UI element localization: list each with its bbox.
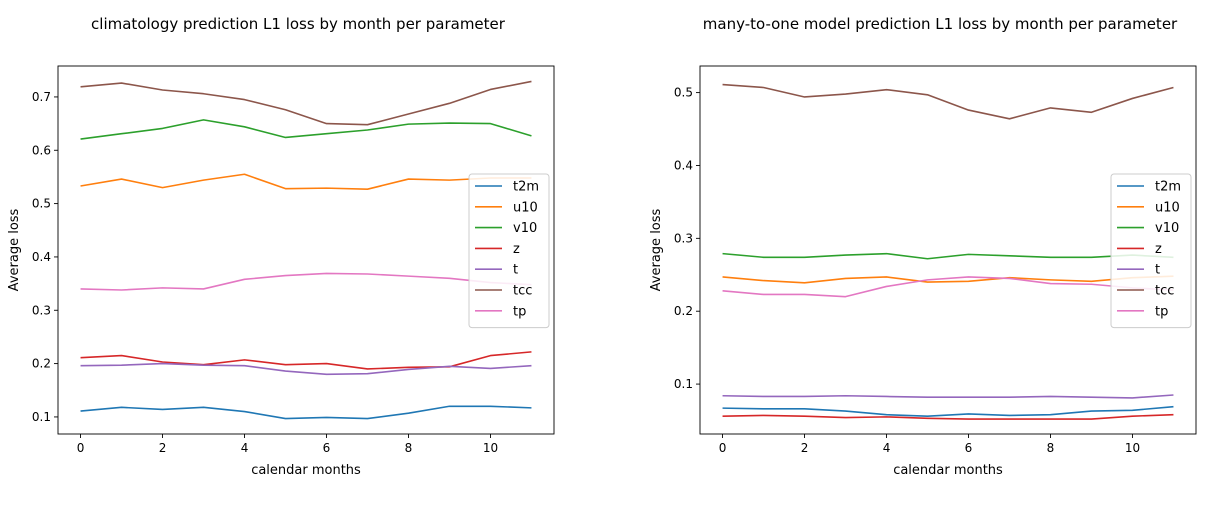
x-tick-label: 2 [159,441,167,455]
legend: t2m u10 v10 zt tcc tp [1110,173,1192,329]
legend-label-z: z [513,242,520,257]
series-line-v10 [80,119,532,140]
y-tick-label: 0.2 [32,357,51,371]
x-tick-label: 6 [323,441,331,455]
series-line-v10 [722,252,1174,260]
legend: t2m u10 v10 zt tcc tp [468,173,550,329]
x-tick-label: 6 [965,441,973,455]
legend-label-t: t [1155,263,1160,278]
x-tick-label: 8 [405,441,413,455]
legend-box [468,173,550,329]
y-tick-label: 0.3 [32,303,51,317]
y-tick-label: 0.5 [674,86,693,100]
x-tick-label: 10 [483,441,498,455]
legend-label-tcc: tcc [513,284,532,299]
x-axis-label: calendar months [893,463,1003,478]
series-line-u10 [722,275,1174,284]
series-line-tp [80,272,532,291]
x-tick-label: 10 [1125,441,1140,455]
legend-label-t2m: t2m [513,180,539,195]
series-line-t [80,362,532,376]
legend-label-v10: v10 [1155,221,1179,236]
y-axis-label: Average loss [649,208,664,291]
legend-label-tcc: tcc [1155,284,1174,299]
legend-label-tp: tp [1155,304,1168,319]
series-line-t2m [722,405,1174,417]
series-line-z [722,413,1174,420]
series-line-tcc [722,83,1174,120]
x-tick-label: 4 [241,441,249,455]
y-tick-label: 0.1 [674,377,693,391]
series-line-u10 [80,173,532,190]
x-tick-label: 0 [719,441,727,455]
x-tick-label: 0 [77,441,85,455]
y-tick-label: 0.6 [32,143,51,157]
x-axis-label: calendar months [251,463,361,478]
legend-label-tp: tp [513,304,526,319]
y-axis-label: Average loss [7,208,22,291]
chart-title: climatology prediction L1 loss by month … [91,15,506,33]
legend-label-t: t [513,263,518,278]
y-tick-label: 0.7 [32,90,51,104]
axes-frame [699,65,1197,435]
x-tick-label: 8 [1047,441,1055,455]
legend-label-z: z [1155,242,1162,257]
x-tick-label: 2 [801,441,809,455]
legend-box [1110,173,1192,329]
axes-frame [57,65,555,435]
series-line-t2m [80,405,532,420]
y-tick-label: 0.4 [674,158,693,172]
x-tick-label: 4 [883,441,891,455]
series-line-tcc [80,80,532,126]
chart-title: many-to-one model prediction L1 loss by … [703,15,1178,33]
legend-label-u10: u10 [1155,200,1180,215]
y-tick-label: 0.5 [32,197,51,211]
legend-label-v10: v10 [513,221,537,236]
y-tick-label: 0.4 [32,250,51,264]
chart-many-to-one: many-to-one model prediction L1 loss by … [649,15,1197,478]
chart-climatology: climatology prediction L1 loss by month … [7,15,555,478]
series-line-tp [722,276,1174,298]
legend-label-u10: u10 [513,200,538,215]
series-line-t [722,394,1174,399]
y-tick-label: 0.2 [674,304,693,318]
y-tick-label: 0.3 [674,231,693,245]
y-tick-label: 0.1 [32,410,51,424]
series-line-z [80,351,532,370]
legend-label-t2m: t2m [1155,180,1181,195]
